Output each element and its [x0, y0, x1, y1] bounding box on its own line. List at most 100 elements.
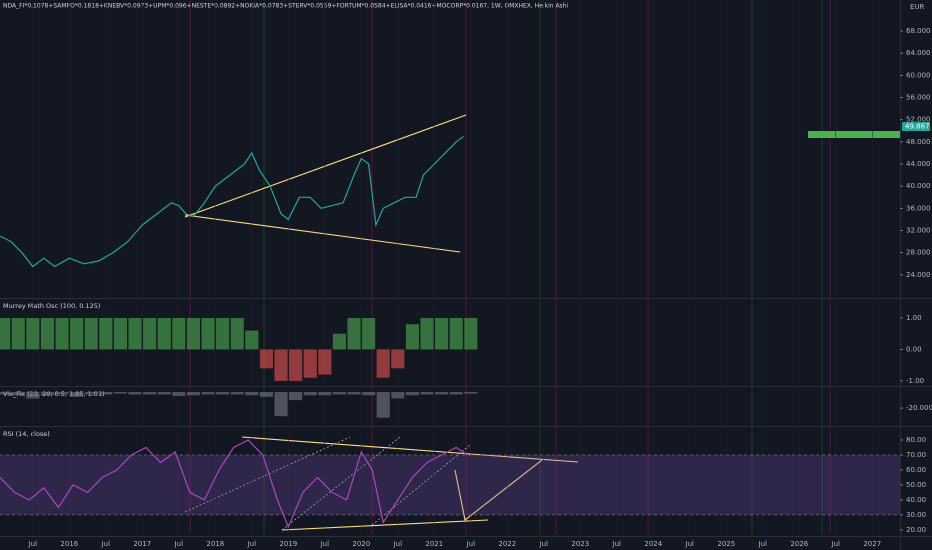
- x-tick-label: 2020: [352, 540, 370, 548]
- x-tick-label: 2025: [717, 540, 735, 548]
- x-tick-label: 2027: [863, 540, 881, 548]
- bar: [55, 392, 69, 395]
- y-tick-label: 60.000: [906, 71, 931, 79]
- x-tick-label: Jul: [612, 540, 622, 548]
- bar: [362, 392, 376, 396]
- bar: [143, 392, 157, 395]
- y-tick-label: 24.000: [906, 271, 931, 279]
- x-tick-label: 2017: [133, 540, 151, 548]
- bar: [274, 392, 288, 417]
- bar: [172, 317, 186, 350]
- bar: [420, 317, 434, 350]
- y-tick-label: 70.00: [906, 451, 926, 459]
- bar: [376, 392, 390, 418]
- series-line: [0, 439, 468, 529]
- bar: [347, 392, 361, 395]
- bar: [201, 317, 215, 350]
- y-tick-label: 28.000: [906, 249, 931, 257]
- x-tick-label: 2018: [206, 540, 224, 548]
- bar: [449, 392, 463, 395]
- bar: [391, 349, 405, 369]
- bar: [289, 349, 303, 381]
- trend-drawings: [184, 114, 579, 531]
- bar: [84, 392, 98, 395]
- bar: [216, 317, 230, 350]
- y-tick-label: 68.000: [906, 27, 931, 35]
- x-tick-label: Jul: [320, 540, 330, 548]
- bar: [113, 317, 128, 350]
- x-tick-label: Jul: [247, 540, 257, 548]
- bar: [347, 317, 361, 350]
- x-tick-label: Jul: [28, 540, 38, 548]
- y-tick-label: 80.00: [906, 436, 926, 444]
- bar: [186, 392, 200, 396]
- x-tick-label: Jul: [466, 540, 476, 548]
- bar: [259, 349, 273, 369]
- y-tick-label: 40.00: [906, 496, 926, 504]
- bar: [0, 392, 11, 395]
- bar: [128, 317, 142, 350]
- y-tick-label: 52.000: [906, 116, 931, 124]
- rsi-dashed-drawings: [184, 436, 471, 531]
- bar: [362, 317, 376, 350]
- x-tick-label: 2024: [644, 540, 662, 548]
- session-lines: [189, 0, 831, 535]
- y-tick-label: 56.000: [906, 94, 931, 102]
- bar: [157, 392, 171, 395]
- bar: [464, 392, 478, 394]
- bar: [26, 392, 40, 399]
- bar: [230, 392, 244, 395]
- bar: [420, 392, 434, 395]
- x-tick-label: Jul: [831, 540, 841, 548]
- y-tick-label: 1.00: [906, 314, 922, 322]
- symbol-badge: [808, 131, 900, 138]
- bar: [405, 324, 419, 350]
- bar: [332, 333, 346, 350]
- bar: [245, 330, 259, 350]
- bar: [435, 317, 449, 350]
- bar: [99, 392, 113, 395]
- x-tick-label: Jul: [539, 540, 549, 548]
- x-tick-label: Jul: [758, 540, 768, 548]
- bar: [259, 392, 273, 397]
- y-tick-label: 50.00: [906, 481, 926, 489]
- bar: [230, 317, 244, 350]
- y-tick-label: -20.000: [906, 404, 932, 412]
- last-price: 49.867: [905, 123, 930, 131]
- bar: [11, 317, 25, 350]
- bar: [55, 317, 69, 350]
- bar: [435, 392, 449, 395]
- bar: [113, 392, 128, 394]
- bar: [201, 392, 215, 395]
- x-tick-label: 2021: [425, 540, 443, 548]
- rsi-title: RSI (14, close): [3, 430, 50, 438]
- rsi-band: [0, 454, 900, 515]
- y-tick-label: 36.000: [906, 204, 931, 212]
- bar: [70, 392, 84, 397]
- y-tick-label: -1.00: [906, 377, 924, 385]
- y-tick-label: 30.00: [906, 511, 926, 519]
- bar: [376, 349, 390, 378]
- x-tick-label: Jul: [101, 540, 111, 548]
- bar: [157, 317, 171, 350]
- y-tick-label: 32.000: [906, 227, 931, 235]
- bar: [318, 349, 332, 375]
- bar: [143, 317, 157, 350]
- bar: [245, 392, 259, 396]
- y-tick-label: 20.00: [906, 526, 926, 534]
- y-tick-label: 0.00: [906, 345, 922, 353]
- bar: [128, 392, 142, 395]
- series-line: [0, 135, 464, 268]
- bar: [464, 317, 478, 350]
- bar: [391, 392, 405, 399]
- bar: [40, 317, 55, 350]
- bar: [172, 392, 186, 397]
- bar: [318, 392, 332, 396]
- bar: [26, 317, 40, 350]
- bar: [405, 392, 419, 396]
- bar: [216, 392, 230, 395]
- y-tick-label: 44.000: [906, 160, 931, 168]
- x-tick-label: 2022: [498, 540, 516, 548]
- bar: [289, 392, 303, 401]
